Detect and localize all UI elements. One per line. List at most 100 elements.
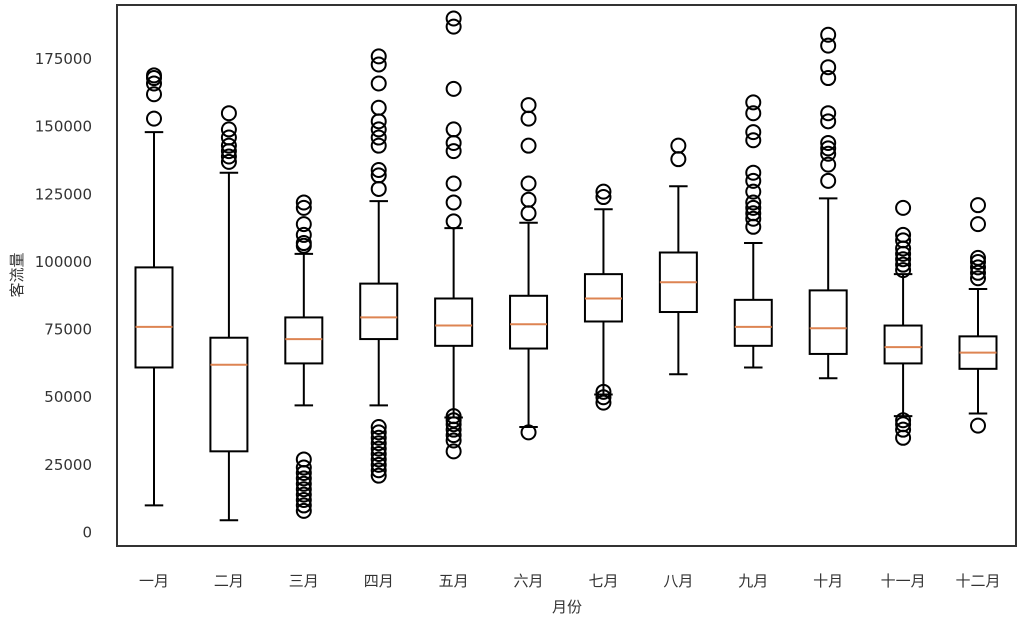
x-tick-label: 六月 — [514, 572, 544, 590]
outlier-point — [370, 435, 387, 452]
outlier-point — [370, 418, 387, 435]
outlier-point — [295, 492, 312, 509]
box-iqr — [883, 324, 923, 365]
outlier-point — [370, 167, 387, 184]
outlier-point — [295, 475, 312, 492]
outlier-point — [895, 421, 912, 438]
outlier-point — [445, 121, 462, 138]
outlier-point — [445, 18, 462, 35]
outlier-point — [445, 412, 462, 429]
outlier-point — [595, 389, 612, 406]
outlier-point — [745, 124, 762, 141]
box-group — [284, 194, 324, 519]
outlier-point — [670, 151, 687, 168]
outlier-point — [220, 148, 237, 165]
y-tick-label: 175000 — [35, 50, 92, 68]
outlier-point — [520, 205, 537, 222]
outlier-point — [295, 194, 312, 211]
outlier-point — [595, 394, 612, 411]
outlier-point — [445, 432, 462, 449]
y-axis-label: 客流量 — [8, 252, 26, 297]
outlier-point — [445, 408, 462, 425]
outlier-point — [895, 232, 912, 249]
outlier-point — [820, 172, 837, 189]
box-group — [359, 48, 399, 484]
outlier-point — [295, 199, 312, 216]
box-group — [134, 67, 174, 507]
outlier-point — [220, 105, 237, 122]
y-tick-label: 75000 — [44, 321, 92, 339]
y-tick-label: 100000 — [35, 253, 92, 271]
outlier-point — [895, 199, 912, 216]
box-iqr — [134, 266, 174, 369]
outlier-point — [370, 162, 387, 179]
outlier-point — [370, 440, 387, 457]
outlier-point — [970, 197, 986, 214]
box-iqr — [359, 282, 399, 341]
y-tick-label: 150000 — [35, 118, 92, 136]
outlier-point — [370, 429, 387, 446]
outlier-point — [820, 105, 837, 122]
outlier-point — [595, 189, 612, 206]
outlier-point — [745, 105, 762, 122]
box-group — [883, 199, 923, 446]
outlier-point — [820, 70, 837, 87]
outlier-point — [370, 456, 387, 473]
outlier-point — [370, 121, 387, 138]
outlier-point — [520, 175, 537, 192]
outlier-point — [895, 429, 912, 446]
x-tick-label: 三月 — [289, 572, 319, 590]
box-group — [658, 137, 698, 376]
outlier-point — [146, 67, 162, 84]
box-group — [733, 94, 773, 369]
outlier-point — [895, 416, 912, 433]
outlier-point — [295, 235, 312, 252]
outlier-point — [295, 216, 312, 233]
x-tick-label: 十二月 — [955, 572, 1000, 590]
outlier-point — [895, 262, 912, 279]
box-group — [808, 26, 848, 380]
outlier-point — [146, 110, 162, 127]
outlier-point — [745, 94, 762, 111]
outlier-point — [745, 205, 762, 222]
outlier-point — [220, 121, 237, 138]
outlier-point — [370, 99, 387, 116]
outlier-point — [370, 56, 387, 73]
box-group — [583, 183, 623, 411]
box-series — [134, 10, 998, 522]
outlier-point — [820, 145, 837, 162]
box-iqr — [284, 316, 324, 365]
outlier-point — [970, 270, 986, 287]
outlier-point — [295, 451, 312, 468]
box-iqr — [434, 297, 474, 347]
outlier-point — [370, 462, 387, 479]
outlier-point — [445, 194, 462, 211]
outlier-point — [520, 110, 537, 127]
outlier-point — [895, 226, 912, 243]
box-iqr — [509, 294, 549, 350]
outlier-point — [520, 97, 537, 114]
outlier-point — [370, 113, 387, 130]
outlier-point — [295, 497, 312, 514]
outlier-point — [745, 172, 762, 189]
x-axis-ticks: 一月 二月 三月 四月 五月 六月 七月 八月 九月 十月 十一月 十二月 — [139, 572, 1001, 590]
outlier-point — [670, 137, 687, 154]
outlier-point — [370, 137, 387, 154]
outlier-point — [970, 417, 986, 434]
outlier-point — [820, 26, 837, 43]
box-iqr — [808, 289, 848, 355]
plot-frame — [116, 4, 1017, 547]
outlier-point — [820, 156, 837, 173]
y-axis-ticks: 0 25000 50000 75000 100000 125000 150000 175000 — [35, 50, 92, 541]
x-tick-label: 七月 — [588, 572, 618, 590]
outlier-point — [445, 134, 462, 151]
outlier-point — [820, 113, 837, 130]
x-tick-label: 十一月 — [881, 572, 926, 590]
outlier-point — [445, 416, 462, 433]
outlier-point — [520, 191, 537, 208]
outlier-point — [146, 86, 162, 103]
outlier-point — [370, 446, 387, 463]
outlier-point — [220, 137, 237, 154]
outlier-point — [820, 37, 837, 54]
outlier-point — [445, 175, 462, 192]
